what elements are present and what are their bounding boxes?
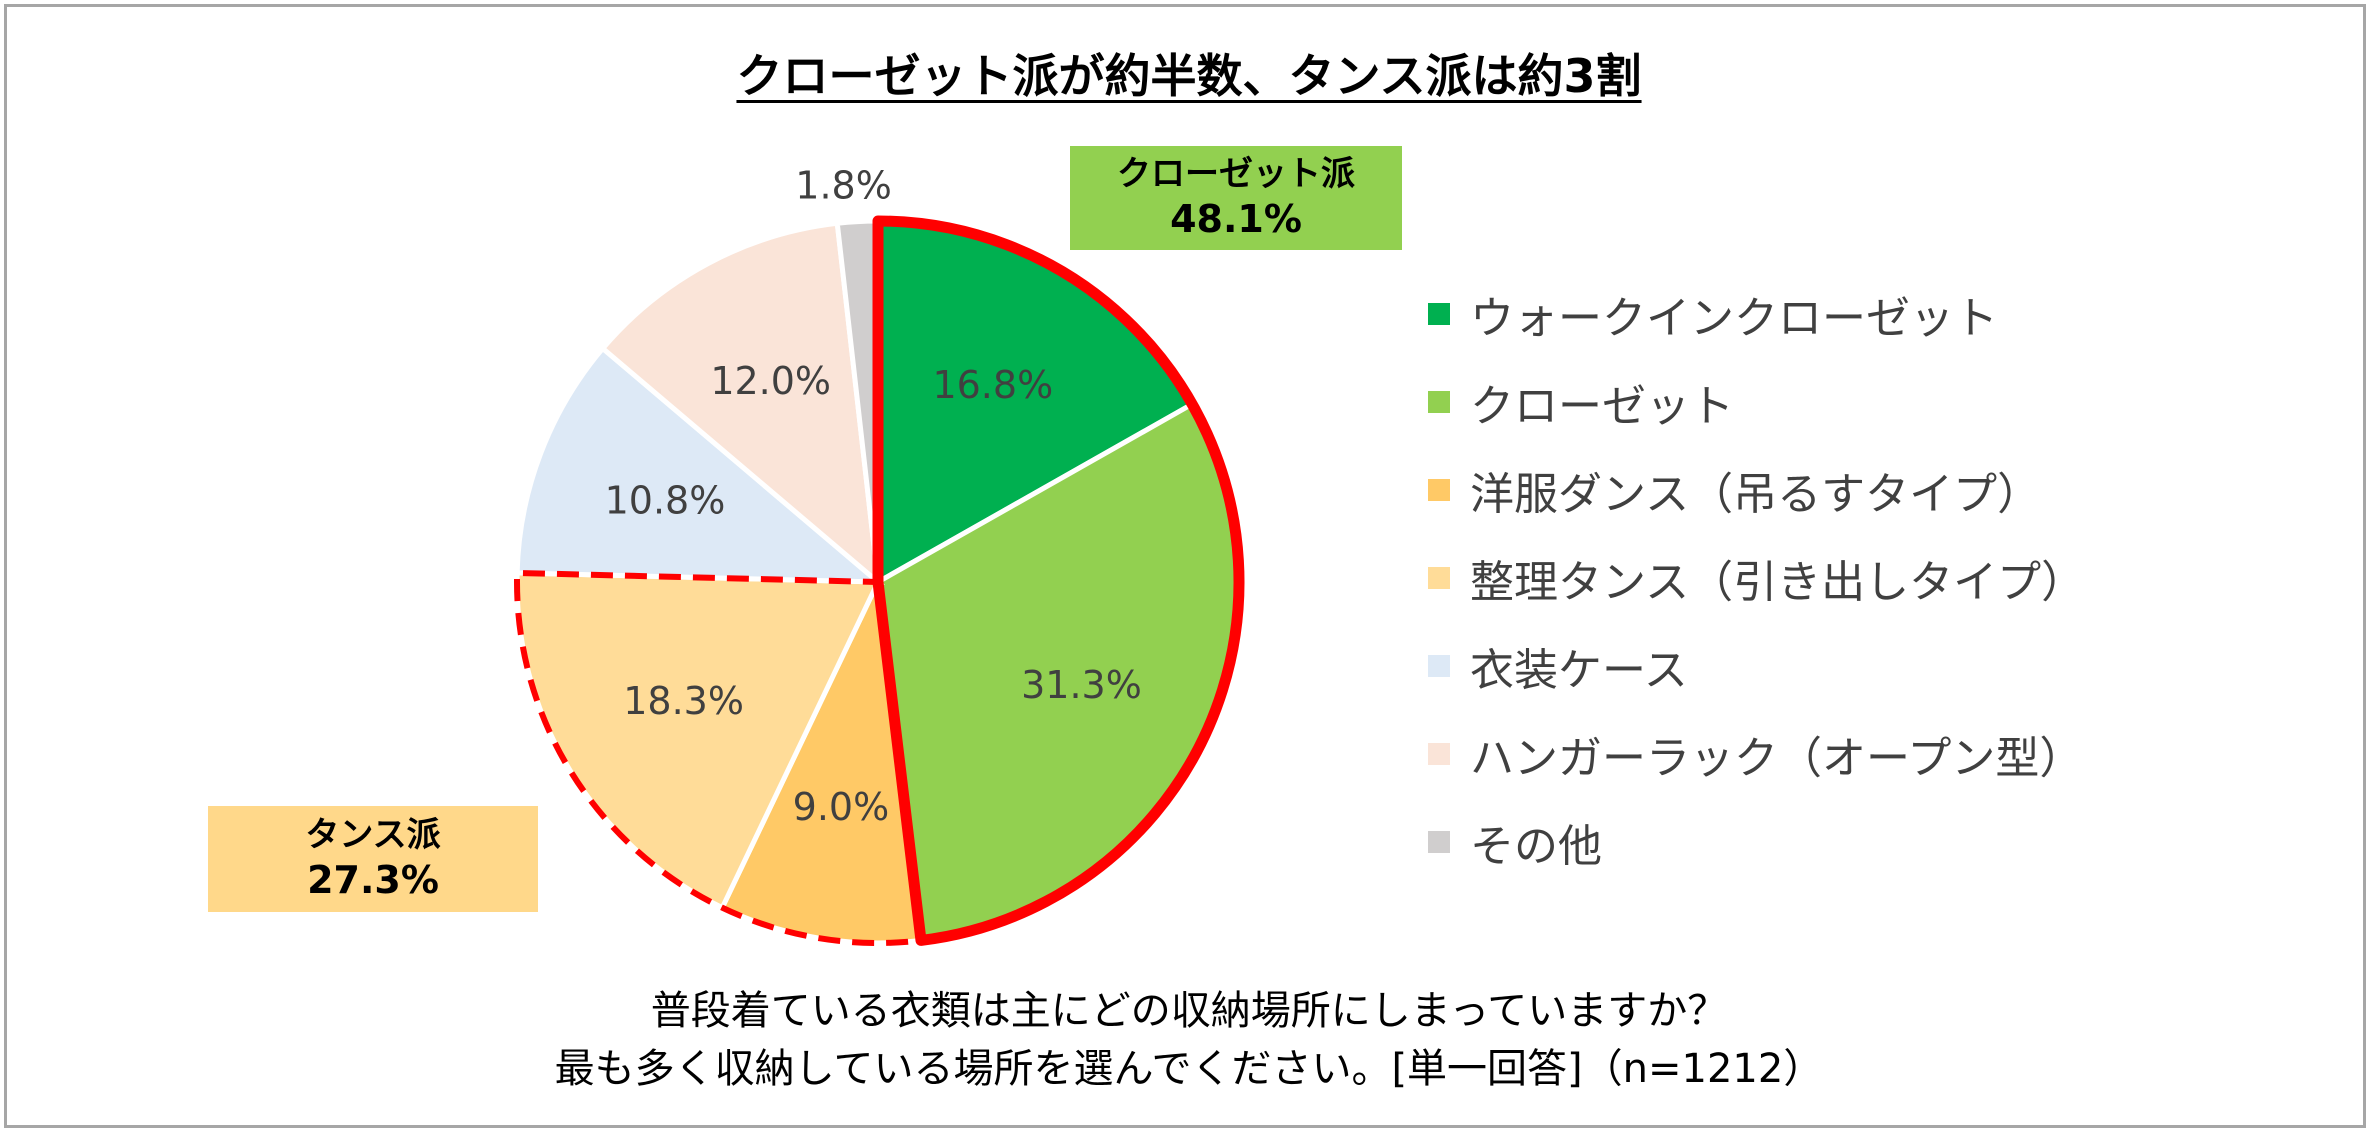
chart-title: クローゼット派が約半数、タンス派は約3割 <box>0 40 2378 106</box>
legend-item: 整理タンス（引き出しタイプ） <box>1428 534 2085 622</box>
legend-item: 衣装ケース <box>1428 622 2085 710</box>
legend-label: 整理タンス（引き出しタイプ） <box>1470 557 2086 608</box>
legend-label: その他 <box>1470 821 1602 872</box>
callout-closet-group: クローゼット派 48.1% <box>1070 146 1402 250</box>
slice-value-label: 31.3% <box>1021 663 1142 707</box>
callout-closet-name: クローゼット派 <box>1117 154 1355 194</box>
legend-swatch <box>1428 479 1450 501</box>
slice-value-label: 16.8% <box>932 363 1053 407</box>
survey-question-line1: 普段着ている衣類は主にどの収納場所にしまっていますか？ <box>650 988 1728 1034</box>
legend-label: 衣装ケース <box>1470 645 1688 696</box>
slice-value-label: 18.3% <box>623 679 744 723</box>
legend-item: 洋服ダンス（吊るすタイプ） <box>1428 446 2085 534</box>
legend-label: ハンガーラック（オープン型） <box>1470 733 2084 784</box>
legend: ウォークインクローゼット クローゼット 洋服ダンス（吊るすタイプ） 整理タンス（… <box>1428 270 2085 886</box>
legend-swatch <box>1428 567 1450 589</box>
survey-question-line2: 最も多く収納している場所を選んでください。[単一回答]（n=1212） <box>554 1046 1824 1092</box>
legend-swatch <box>1428 391 1450 413</box>
legend-item: ハンガーラック（オープン型） <box>1428 710 2085 798</box>
legend-label: 洋服ダンス（吊るすタイプ） <box>1470 469 2042 520</box>
chart-frame <box>4 4 2366 1128</box>
legend-swatch <box>1428 655 1450 677</box>
legend-swatch <box>1428 303 1450 325</box>
callout-tansu-value: 27.3% <box>307 857 439 902</box>
slice-value-label: 9.0% <box>793 785 890 829</box>
legend-item: その他 <box>1428 798 2085 886</box>
callout-tansu-name: タンス派 <box>305 815 441 855</box>
legend-label: クローゼット <box>1470 381 1734 432</box>
slice-value-label: 10.8% <box>605 479 726 523</box>
legend-item: クローゼット <box>1428 358 2085 446</box>
group-outline <box>514 569 924 946</box>
pie-slice <box>514 344 886 585</box>
group-outline <box>872 215 1245 946</box>
pie-slice <box>599 220 882 588</box>
legend-swatch <box>1428 743 1450 765</box>
legend-swatch <box>1428 831 1450 853</box>
legend-item: ウォークインクローゼット <box>1428 270 2085 358</box>
survey-question: 普段着ている衣類は主にどの収納場所にしまっていますか？ 最も多く収納している場所… <box>0 982 2378 1098</box>
slice-value-label: 1.8% <box>795 164 892 208</box>
callout-tansu-group: タンス派 27.3% <box>208 806 538 912</box>
slice-value-label: 12.0% <box>710 359 831 403</box>
chart-title-text: クローゼット派が約半数、タンス派は約3割 <box>736 49 1642 103</box>
callout-closet-value: 48.1% <box>1170 196 1302 241</box>
legend-label: ウォークインクローゼット <box>1470 293 1998 344</box>
